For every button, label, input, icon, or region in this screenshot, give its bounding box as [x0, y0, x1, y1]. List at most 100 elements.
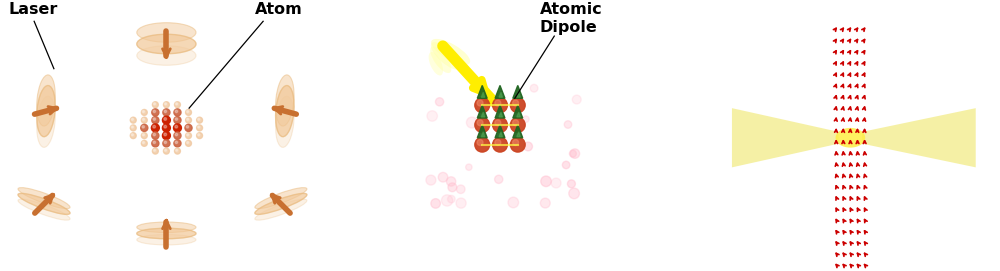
Circle shape	[446, 177, 456, 186]
Circle shape	[142, 125, 144, 128]
Ellipse shape	[37, 75, 55, 126]
Ellipse shape	[137, 34, 196, 54]
Circle shape	[475, 98, 490, 112]
Circle shape	[152, 117, 159, 124]
Circle shape	[441, 195, 453, 206]
Circle shape	[187, 134, 189, 136]
Circle shape	[448, 183, 457, 192]
Ellipse shape	[255, 188, 307, 209]
Polygon shape	[477, 105, 487, 118]
Circle shape	[198, 118, 200, 120]
Circle shape	[174, 132, 181, 139]
Circle shape	[164, 118, 167, 120]
Circle shape	[186, 140, 191, 146]
Polygon shape	[513, 105, 523, 118]
Polygon shape	[517, 112, 520, 117]
Circle shape	[141, 117, 147, 123]
Ellipse shape	[255, 193, 307, 214]
Circle shape	[513, 140, 519, 146]
Circle shape	[174, 117, 181, 124]
Polygon shape	[513, 85, 523, 98]
Circle shape	[142, 111, 144, 112]
Ellipse shape	[137, 222, 196, 233]
Polygon shape	[517, 132, 520, 137]
Ellipse shape	[430, 47, 451, 73]
Circle shape	[456, 185, 465, 193]
Polygon shape	[481, 132, 485, 137]
Circle shape	[131, 126, 133, 128]
Circle shape	[475, 118, 490, 132]
Circle shape	[153, 125, 156, 128]
Polygon shape	[477, 85, 487, 98]
Circle shape	[185, 124, 192, 131]
Polygon shape	[495, 125, 505, 138]
Circle shape	[572, 95, 581, 104]
Circle shape	[151, 124, 159, 132]
Circle shape	[540, 198, 550, 208]
Circle shape	[186, 125, 189, 128]
Circle shape	[187, 141, 189, 144]
Circle shape	[164, 125, 167, 128]
Circle shape	[175, 118, 178, 120]
Circle shape	[153, 149, 155, 151]
Circle shape	[175, 110, 178, 112]
Ellipse shape	[137, 46, 196, 65]
Polygon shape	[495, 105, 505, 118]
Circle shape	[174, 140, 181, 147]
Circle shape	[153, 133, 156, 136]
Ellipse shape	[137, 228, 196, 239]
Circle shape	[456, 198, 466, 208]
Polygon shape	[732, 108, 839, 167]
Polygon shape	[481, 92, 485, 97]
Circle shape	[142, 134, 144, 136]
Circle shape	[493, 98, 507, 112]
Circle shape	[162, 116, 170, 124]
Circle shape	[153, 103, 155, 105]
Ellipse shape	[137, 234, 196, 245]
Circle shape	[131, 134, 133, 136]
Circle shape	[508, 197, 519, 208]
Circle shape	[164, 110, 167, 112]
Text: Laser: Laser	[8, 2, 58, 17]
Circle shape	[513, 120, 519, 126]
Circle shape	[475, 137, 490, 152]
Circle shape	[513, 100, 519, 106]
Circle shape	[164, 133, 167, 136]
Circle shape	[466, 164, 472, 170]
Polygon shape	[499, 112, 502, 117]
Text: Atom: Atom	[255, 2, 303, 17]
Circle shape	[152, 148, 158, 154]
Circle shape	[141, 140, 147, 146]
Circle shape	[186, 109, 191, 115]
Polygon shape	[477, 125, 487, 138]
Ellipse shape	[276, 86, 294, 137]
Circle shape	[163, 102, 169, 108]
Ellipse shape	[37, 86, 55, 137]
Circle shape	[435, 98, 444, 106]
Text: Atomic: Atomic	[539, 2, 602, 17]
Circle shape	[174, 102, 180, 108]
Circle shape	[431, 199, 440, 208]
Circle shape	[130, 133, 136, 138]
Circle shape	[130, 125, 136, 131]
Circle shape	[510, 137, 525, 152]
Circle shape	[141, 109, 147, 115]
Circle shape	[164, 141, 167, 144]
Circle shape	[174, 124, 181, 132]
Circle shape	[530, 84, 538, 92]
Circle shape	[187, 118, 189, 120]
Ellipse shape	[276, 86, 294, 137]
Circle shape	[438, 172, 448, 182]
Circle shape	[142, 118, 144, 120]
Circle shape	[495, 175, 503, 183]
Circle shape	[524, 142, 532, 151]
Circle shape	[510, 118, 525, 132]
Circle shape	[570, 149, 580, 158]
Circle shape	[152, 140, 159, 147]
Circle shape	[152, 102, 158, 108]
Ellipse shape	[18, 188, 70, 209]
Circle shape	[163, 148, 169, 154]
Circle shape	[495, 140, 501, 146]
Circle shape	[198, 134, 200, 136]
Polygon shape	[481, 112, 485, 117]
